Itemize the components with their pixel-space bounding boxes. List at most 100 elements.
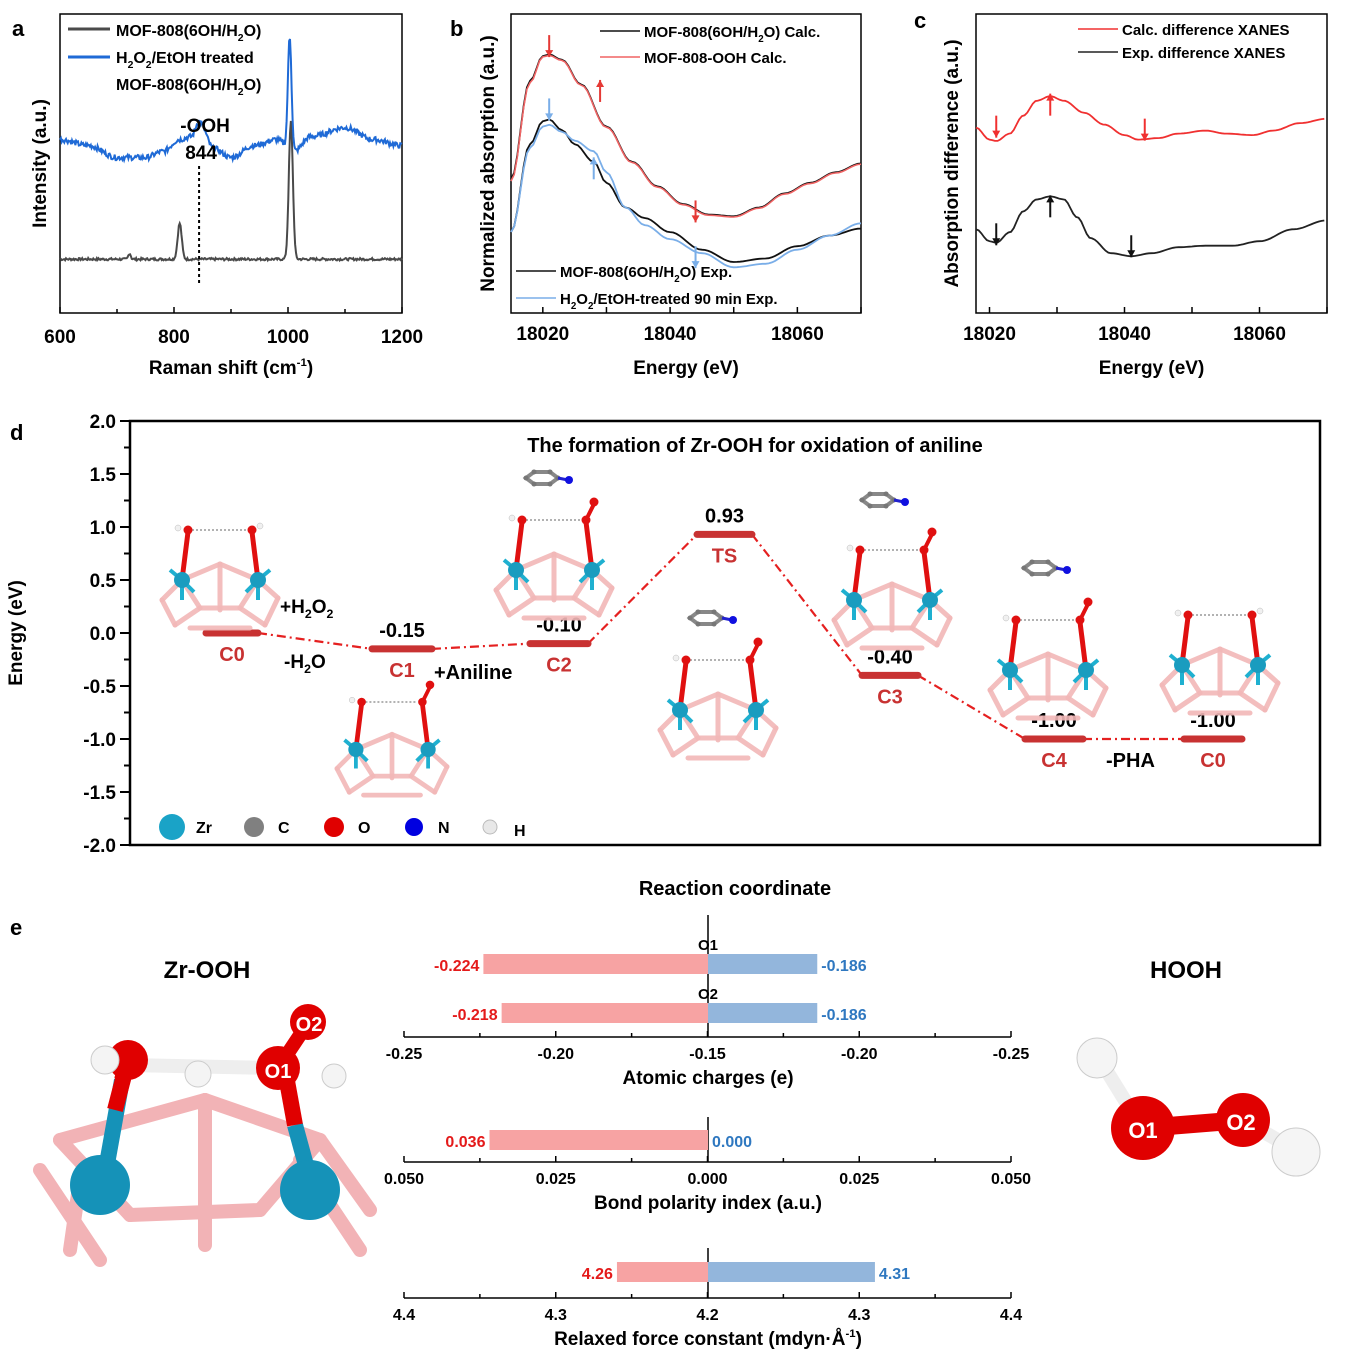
label-part: c — [914, 8, 926, 33]
label-part: +H — [280, 597, 305, 618]
row-label-o1: O1 — [698, 937, 718, 954]
bond — [493, 587, 512, 618]
x-tick-label: 0.000 — [687, 1171, 727, 1188]
reaction-path-segment — [257, 631, 373, 650]
bond — [1065, 695, 1096, 718]
bond — [513, 521, 525, 571]
o2-atom — [1216, 1093, 1270, 1147]
h-atom — [672, 654, 680, 662]
label-part: Absorption difference (a.u.) — [942, 39, 963, 287]
c-atom — [1029, 571, 1035, 577]
down-arrow-icon — [691, 200, 700, 223]
label-part: 18020 — [963, 324, 1016, 345]
y-tick-label: 0.5 — [90, 571, 117, 592]
zr-atom — [70, 1155, 130, 1215]
chart-title: The formation of Zr-OOH for oxidation of… — [527, 435, 983, 457]
y-axis-label: Normalized absorption (a.u.) — [478, 35, 499, 292]
reaction-path-segment — [917, 674, 1026, 740]
x-tick-label: -0.20 — [841, 1046, 878, 1063]
bond — [747, 661, 759, 711]
series-line-2 — [510, 54, 862, 218]
bond — [748, 643, 760, 661]
x-tick-label: 18040 — [1098, 324, 1151, 345]
y-axis-label: Energy (eV) — [6, 580, 27, 686]
h-atom — [1002, 614, 1010, 622]
bond — [53, 1093, 212, 1147]
o-atom — [855, 545, 865, 555]
label-part: -0.224 — [434, 958, 479, 975]
bond — [346, 773, 376, 795]
x-axis-label: Bond polarity index (a.u.) — [594, 1193, 822, 1214]
molecular-structure — [831, 491, 953, 651]
label-part: O2 — [698, 986, 718, 1003]
label-part: -0.25 — [386, 1046, 423, 1063]
zr-atom — [174, 572, 190, 588]
annotation-label: -OOH — [180, 116, 230, 137]
atom-legend-n-icon — [405, 818, 423, 836]
label-part: MOF-808(6OH/H — [644, 24, 758, 41]
label-part: H — [116, 50, 128, 67]
label-part: O1 — [265, 1061, 292, 1083]
atom-label-o2: O2 — [1226, 1110, 1255, 1135]
h-atom — [1271, 1127, 1321, 1177]
molecular-structure — [987, 559, 1109, 721]
bar-value-hooh: 4.31 — [879, 1266, 910, 1283]
bond — [844, 625, 875, 648]
bond — [584, 503, 596, 521]
label-part: 0.036 — [445, 1134, 485, 1151]
label-part: O — [311, 652, 326, 673]
o-atom — [357, 697, 366, 707]
zr-atom — [280, 1160, 340, 1220]
bond — [179, 531, 191, 581]
atom-label-o2: O2 — [296, 1014, 323, 1036]
label-part: Zr-OOH — [164, 957, 251, 984]
label-part: -1 — [297, 357, 308, 369]
x-tick-label: 4.3 — [848, 1307, 870, 1324]
label-part: 4.26 — [582, 1266, 613, 1283]
bond — [1179, 616, 1191, 666]
label-part: The formation of Zr-OOH for oxidation of… — [527, 435, 983, 457]
x-tick-label: 0.025 — [839, 1171, 879, 1188]
bond — [1237, 690, 1268, 713]
arrow-head — [691, 215, 700, 223]
label-part: 4.4 — [393, 1307, 415, 1324]
bar-value-zr-ooh: -0.224 — [434, 958, 479, 975]
label-part: N — [438, 820, 450, 837]
down-arrow-icon — [992, 115, 1001, 138]
bond — [921, 551, 933, 601]
panel-letter-b: b — [450, 16, 463, 41]
atom-legend-c-icon — [244, 817, 264, 837]
bar-hooh — [708, 1262, 875, 1282]
bar-zr-ooh — [501, 1003, 708, 1023]
label-part: 18060 — [1233, 324, 1286, 345]
label-part: /EtOH treated — [152, 50, 254, 67]
bond — [909, 625, 940, 648]
x-tick-label: 18040 — [644, 324, 697, 345]
label-part: 2 — [238, 33, 244, 44]
label-part: MOF-808(6OH/H — [116, 23, 238, 40]
x-tick-label: 4.2 — [696, 1307, 718, 1324]
down-arrow-icon — [1140, 118, 1149, 141]
zr-atom — [250, 572, 266, 588]
label-part: -1.00 — [1031, 710, 1077, 732]
step-label-add-aniline: +Aniline — [434, 662, 512, 684]
row-label-o2: O2 — [698, 986, 718, 1003]
label-part: O) — [244, 23, 262, 40]
bond — [1000, 695, 1031, 718]
label-part: 0.93 — [705, 505, 744, 527]
c-atom — [859, 497, 865, 503]
x-tick-label: 4.4 — [393, 1307, 415, 1324]
bar-subchart-2: 0.050 0.025 0.000 0.025 0.050 Bond polarity i… — [384, 1117, 1031, 1214]
y-axis-label: Intensity (a.u.) — [30, 99, 51, 228]
atom-legend-o-icon — [324, 817, 344, 837]
label-part: -0.186 — [821, 958, 866, 975]
c-atom — [695, 609, 701, 615]
zr-ooh-title: Zr-OOH — [164, 957, 251, 984]
label-part: O — [133, 50, 145, 67]
c-atom — [711, 621, 717, 627]
plot-frame — [975, 13, 1328, 314]
h-atom — [90, 1045, 120, 1075]
c-atom — [711, 609, 717, 615]
series-line-4 — [510, 123, 862, 269]
o-atom — [1083, 597, 1093, 607]
